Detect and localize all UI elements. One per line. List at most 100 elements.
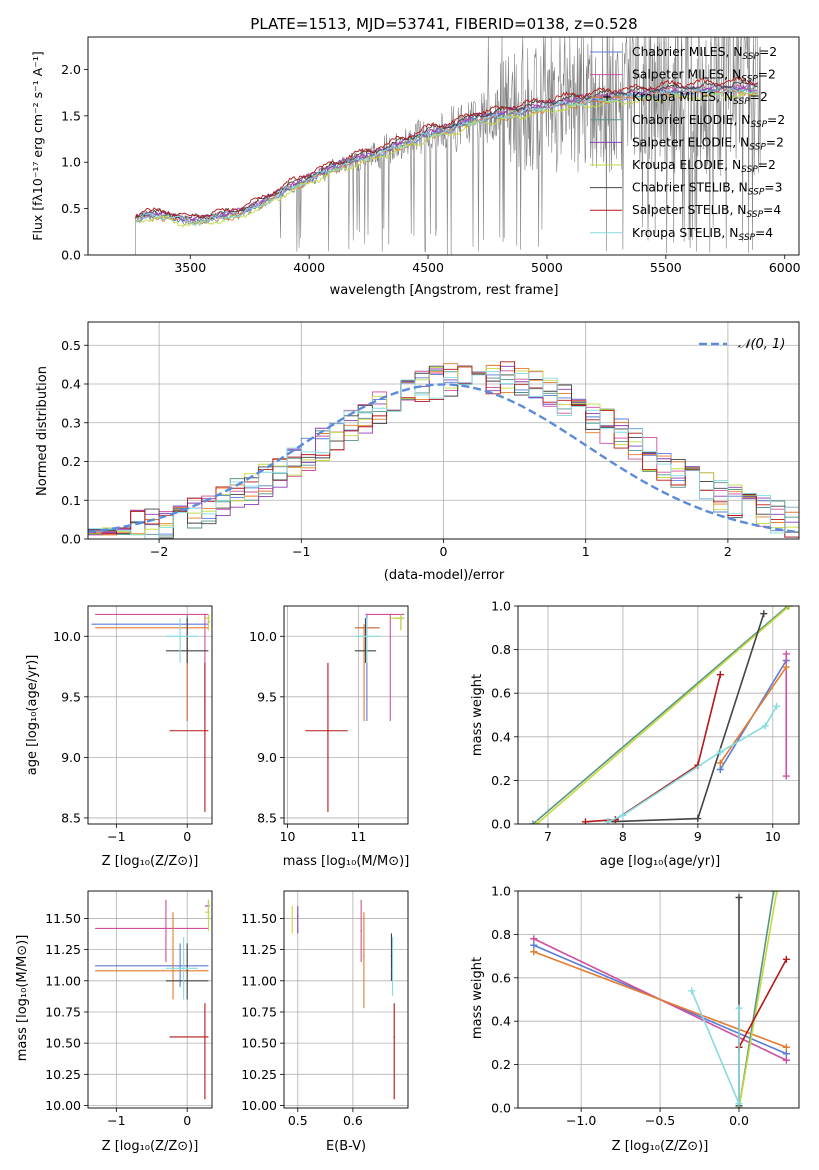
y-tick-label-0: 0.0 — [61, 532, 81, 547]
marker-kroupa-elodie — [773, 891, 781, 895]
marker-kroupa-stelib — [735, 1100, 743, 1108]
y-tick-label-5: 11.25 — [241, 942, 277, 957]
marker-salpeter-miles — [530, 935, 538, 943]
y-tick-label-4: 11.00 — [241, 973, 277, 988]
legend-label-3: Chabrier ELODIE, NSSP=2 — [632, 113, 785, 130]
massZ-ylabel: mass [log₁₀(M/M⊙)] — [15, 935, 30, 1062]
y-tick-label-0: 10.00 — [241, 1098, 277, 1113]
line-kroupa-elodie — [536, 606, 790, 824]
axes-frame — [87, 605, 213, 825]
marker-chabrier-miles — [716, 766, 724, 773]
y-tick-label-3: 10.75 — [241, 1004, 277, 1019]
x-tick-label-2: 0 — [440, 544, 448, 559]
x-tick-label-1: 4000 — [293, 260, 325, 275]
mass-vs-metallicity-panel: −1 0 10.00 10.25 10.50 10.75 11.00 11.25 11.50 — [45, 890, 213, 1128]
x-tick-label-0: 3500 — [174, 260, 206, 275]
plot-area — [305, 613, 405, 812]
y-tick-label-2: 0.4 — [491, 729, 511, 744]
marker-chabrier-stelib — [694, 815, 702, 823]
point-salpeter-stelib — [204, 1036, 206, 1038]
x-tick-label-0: −1 — [107, 1113, 125, 1128]
figure-title: PLATE=1513, MJD=53741, FIBERID=0138, z=0… — [250, 15, 637, 33]
legend-marker-2: + — [602, 90, 612, 104]
y-tick-label-3: 0.3 — [61, 415, 81, 430]
model-kroupa-stelib — [135, 87, 759, 226]
gaussian-curve — [88, 383, 799, 534]
y-tick-label-4: 0.4 — [61, 377, 81, 392]
legend-label-0: Chabrier MILES, NSSP=2 — [632, 45, 777, 62]
marker-kroupa-miles — [530, 948, 538, 956]
marker-kroupa-elodie — [533, 820, 541, 824]
point-salpeter-stelib — [327, 729, 329, 732]
point-kroupa-elodie — [207, 617, 210, 619]
y-tick-label-2: 1.0 — [61, 155, 81, 170]
plot-area — [91, 613, 210, 812]
marker-kroupa-stelib — [735, 1004, 743, 1012]
x-tick-label-4: 5500 — [650, 260, 682, 275]
marker-chabrier-elodie — [529, 820, 537, 824]
marker-chabrier-miles — [782, 1050, 790, 1058]
plot-area — [529, 606, 793, 824]
y-tick-label-2: 0.2 — [61, 454, 81, 469]
x-tick-label-2: 0.0 — [729, 1113, 749, 1128]
y-tick-label-2: 9.5 — [257, 689, 277, 704]
line-salpeter-stelib — [738, 958, 788, 1048]
x-tick-label-5: 6000 — [769, 260, 801, 275]
x-tick-label-0: −2 — [150, 544, 168, 559]
y-tick-label-2: 10.50 — [241, 1036, 277, 1051]
x-tick-label-0: 7 — [544, 829, 552, 844]
point-kroupa-stelib — [391, 967, 394, 970]
line-chabrier-stelib — [607, 613, 765, 823]
x-tick-label-4: 2 — [724, 544, 732, 559]
point-kroupa-miles — [172, 970, 174, 972]
ageZ-ylabel: age [log₁₀(age/yr)] — [25, 655, 40, 776]
y-tick-label-4: 11.00 — [45, 973, 81, 988]
y-tick-label-1: 10.25 — [45, 1067, 81, 1082]
y-tick-label-3: 10.75 — [45, 1004, 81, 1019]
legend-label-1: Salpeter MILES, NSSP=2 — [632, 68, 776, 85]
line-chabrier-elodie — [532, 606, 789, 824]
spectrum-ylabel: Flux [fλ10⁻¹⁷ erg cm⁻² s⁻¹ A⁻¹] — [30, 51, 45, 240]
point-kroupa-elodie — [291, 917, 294, 920]
marker-salpeter-miles — [782, 650, 790, 658]
legend-label-8: Kroupa STELIB, NSSP=4 — [632, 226, 773, 243]
marker-chabrier-stelib — [760, 610, 768, 618]
age-vs-mass-panel: 10 11 8.5 9.0 9.5 10.0 — [249, 605, 409, 844]
y-tick-label-5: 0.5 — [61, 338, 81, 353]
y-tick-label-4: 2.0 — [61, 62, 81, 77]
plot-area — [135, 37, 761, 255]
ageM-xlabel: mass [log₁₀(M/M⊙)] — [283, 854, 410, 869]
y-tick-label-3: 1.5 — [61, 108, 81, 123]
x-tick-label-3: 5000 — [531, 260, 563, 275]
plot-area — [291, 899, 396, 1100]
x-tick-label-2: 9 — [694, 829, 702, 844]
marker-kroupa-stelib — [619, 811, 627, 819]
y-tick-label-0: 8.5 — [257, 810, 277, 825]
y-tick-label-3: 0.6 — [491, 970, 511, 985]
point-kroupa-miles — [363, 955, 365, 957]
legend-label-7: Salpeter STELIB, NSSP=4 — [632, 203, 781, 220]
y-tick-label-3: 10.0 — [249, 629, 277, 644]
point-salpeter-miles — [360, 930, 362, 932]
axes-frame — [283, 890, 409, 1109]
weight-vs-age-panel: 7 8 9 10 0.0 0.2 0.4 0.6 0.8 1.0 — [491, 599, 800, 844]
residuals-ylabel: Normed distribution — [35, 366, 50, 496]
plot-area — [88, 361, 799, 539]
ageZ-xlabel: Z [log₁₀(Z/Z⊙)] — [102, 854, 199, 869]
marker-salpeter-miles — [782, 772, 790, 780]
axes-frame — [87, 321, 800, 540]
point-kroupa-miles — [363, 627, 365, 629]
spectrum-panel: 3500 4000 4500 5000 5500 6000 0.0 0.5 1.0 1.5 2.0 C… — [61, 36, 801, 275]
x-tick-label-1: 0 — [183, 1113, 191, 1128]
y-tick-label-5: 1.0 — [491, 599, 511, 614]
y-tick-label-3: 10.0 — [53, 629, 81, 644]
legend-gaussian-label: 𝒩(0, 1) — [738, 337, 785, 352]
y-tick-label-0: 0.0 — [491, 817, 511, 832]
marker-chabrier-miles — [530, 941, 538, 949]
weight-vs-metallicity-panel: −1.0 −0.5 0.0 0.0 0.2 0.4 0.6 0.8 1.0 — [491, 884, 800, 1128]
x-tick-label-3: 10 — [765, 829, 781, 844]
plot-area — [95, 899, 210, 1100]
point-salpeter-miles — [204, 613, 206, 616]
marker-kroupa-stelib — [604, 818, 612, 824]
